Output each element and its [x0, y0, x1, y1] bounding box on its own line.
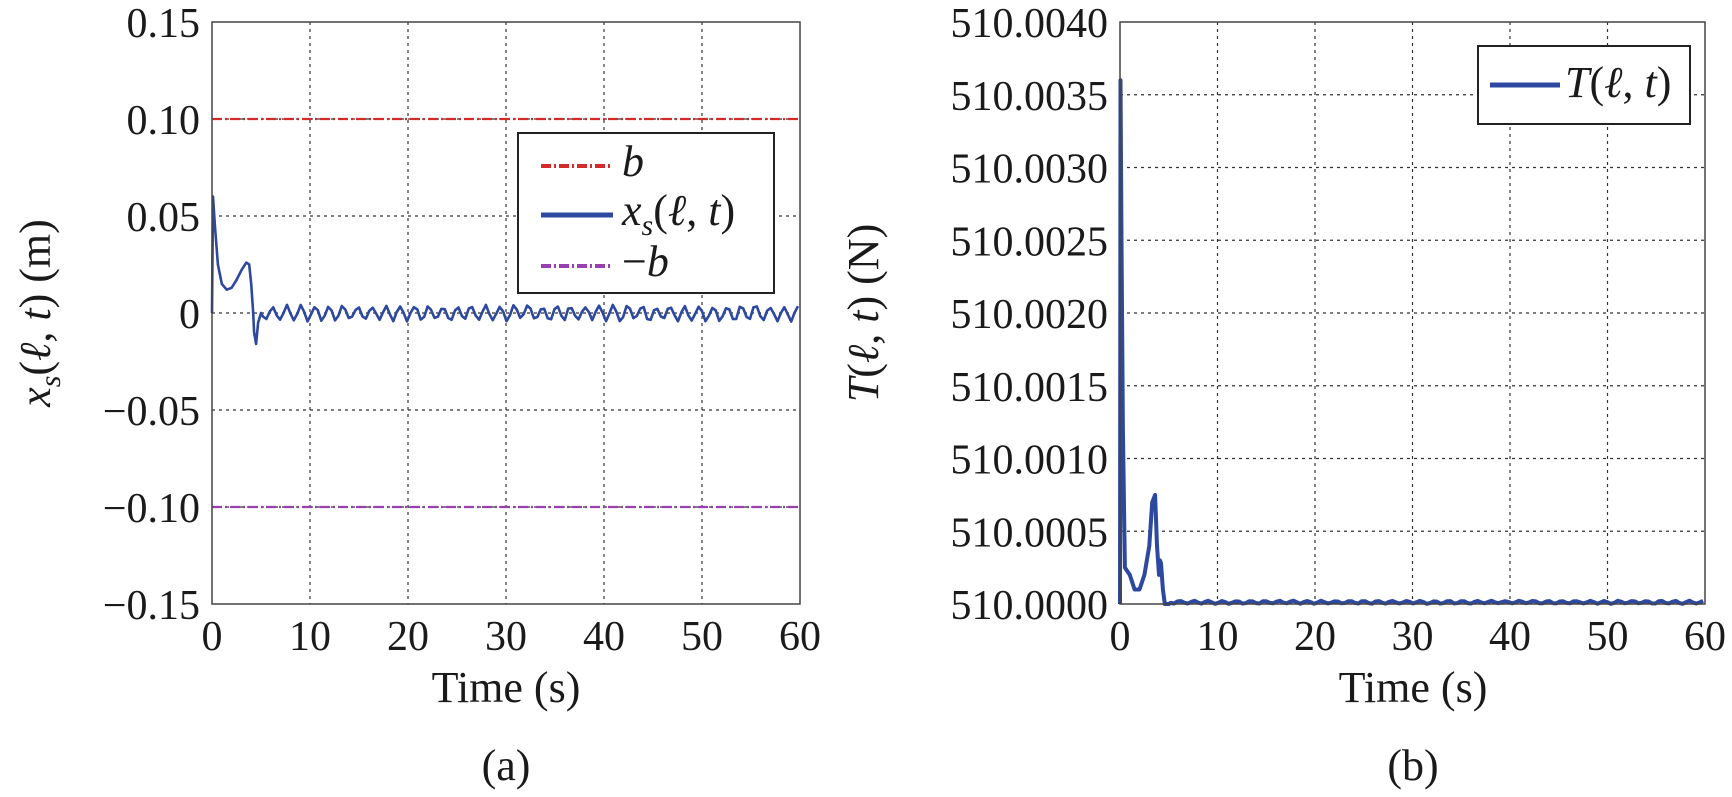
grid-b — [1120, 22, 1705, 604]
y-tick-label: 510.0015 — [951, 365, 1109, 411]
x-tick-label: 10 — [1197, 614, 1239, 660]
x-tick-label: 0 — [202, 614, 223, 660]
chart-panel-b: 510.0000 510.0005 510.0010 510.0015 510.0020… — [839, 1, 1726, 790]
y-tick-label: 0.05 — [127, 195, 201, 241]
x-tick-label: 50 — [681, 614, 723, 660]
series-lines-a — [210, 117, 800, 509]
svg-text:T(ℓ, t) (N): T(ℓ, t) (N) — [839, 224, 888, 402]
y-tick-label: −0.15 — [103, 583, 200, 629]
x-axis-label-b: Time (s) — [1339, 663, 1488, 712]
x-tick-label: 20 — [387, 614, 429, 660]
x-tick-label: 60 — [779, 614, 821, 660]
grid-a — [212, 22, 800, 604]
plot-frame-b — [1119, 21, 1706, 605]
legend-entry-neg-b: −b — [622, 237, 669, 286]
x-tick-label: 60 — [1684, 614, 1726, 660]
legend-b: T(ℓ, t) — [1477, 45, 1691, 125]
x-tick-label: 0 — [1110, 614, 1131, 660]
y-tick-label: 0.10 — [127, 98, 201, 144]
x-tick-label: 30 — [485, 614, 527, 660]
x-axis-label-a: Time (s) — [432, 663, 581, 712]
y-axis-label-a: xs(ℓ, t) (m) — [11, 219, 67, 408]
x-tick-label: 10 — [289, 614, 331, 660]
svg-text:xs(ℓ, t) (m): xs(ℓ, t) (m) — [11, 219, 67, 408]
legend-a: b xs(ℓ, t) −b — [517, 132, 775, 294]
x-tick-label: 40 — [583, 614, 625, 660]
series-line-b-0 — [1118, 78, 1704, 606]
y-tick-label: 0 — [179, 292, 200, 338]
y-tick-labels-a: −0.15 −0.10 −0.05 0 0.05 0.10 0.15 — [103, 1, 200, 629]
y-tick-label: −0.10 — [103, 486, 200, 532]
panel-label-a: (a) — [482, 741, 531, 790]
legend-entry-xs: xs(ℓ, t) — [621, 186, 735, 242]
legend-entry-t: T(ℓ, t) — [1565, 58, 1671, 107]
y-tick-label: 510.0000 — [951, 583, 1109, 629]
y-tick-label: 510.0020 — [951, 292, 1109, 338]
panel-label-b: (b) — [1387, 741, 1438, 790]
x-tick-label: 30 — [1392, 614, 1434, 660]
x-tick-label: 40 — [1489, 614, 1531, 660]
y-tick-label: 510.0010 — [951, 438, 1109, 484]
y-tick-label: −0.05 — [103, 389, 200, 435]
y-tick-label: 510.0005 — [951, 510, 1109, 556]
y-tick-label: 510.0025 — [951, 219, 1109, 265]
y-tick-label: 0.15 — [127, 1, 201, 47]
x-tick-labels-a: 0 10 20 30 40 50 60 — [202, 614, 822, 660]
y-tick-label: 510.0040 — [951, 1, 1109, 47]
y-tick-labels-b: 510.0000 510.0005 510.0010 510.0015 510.0020… — [951, 1, 1109, 629]
y-tick-label: 510.0030 — [951, 147, 1109, 193]
x-tick-labels-b: 0 10 20 30 40 50 60 — [1110, 614, 1727, 660]
series-lines-b — [1118, 78, 1704, 606]
x-tick-label: 20 — [1294, 614, 1336, 660]
series-line-a-1 — [210, 195, 800, 346]
chart-panel-a: −0.15 −0.10 −0.05 0 0.05 0.10 0.15 0 10 20 30 40 50… — [11, 1, 821, 790]
legend-entry-b: b — [622, 137, 644, 186]
y-tick-label: 510.0035 — [951, 74, 1109, 120]
plot-frame-a — [211, 21, 801, 605]
y-axis-label-b: T(ℓ, t) (N) — [839, 224, 888, 402]
x-tick-label: 50 — [1587, 614, 1629, 660]
